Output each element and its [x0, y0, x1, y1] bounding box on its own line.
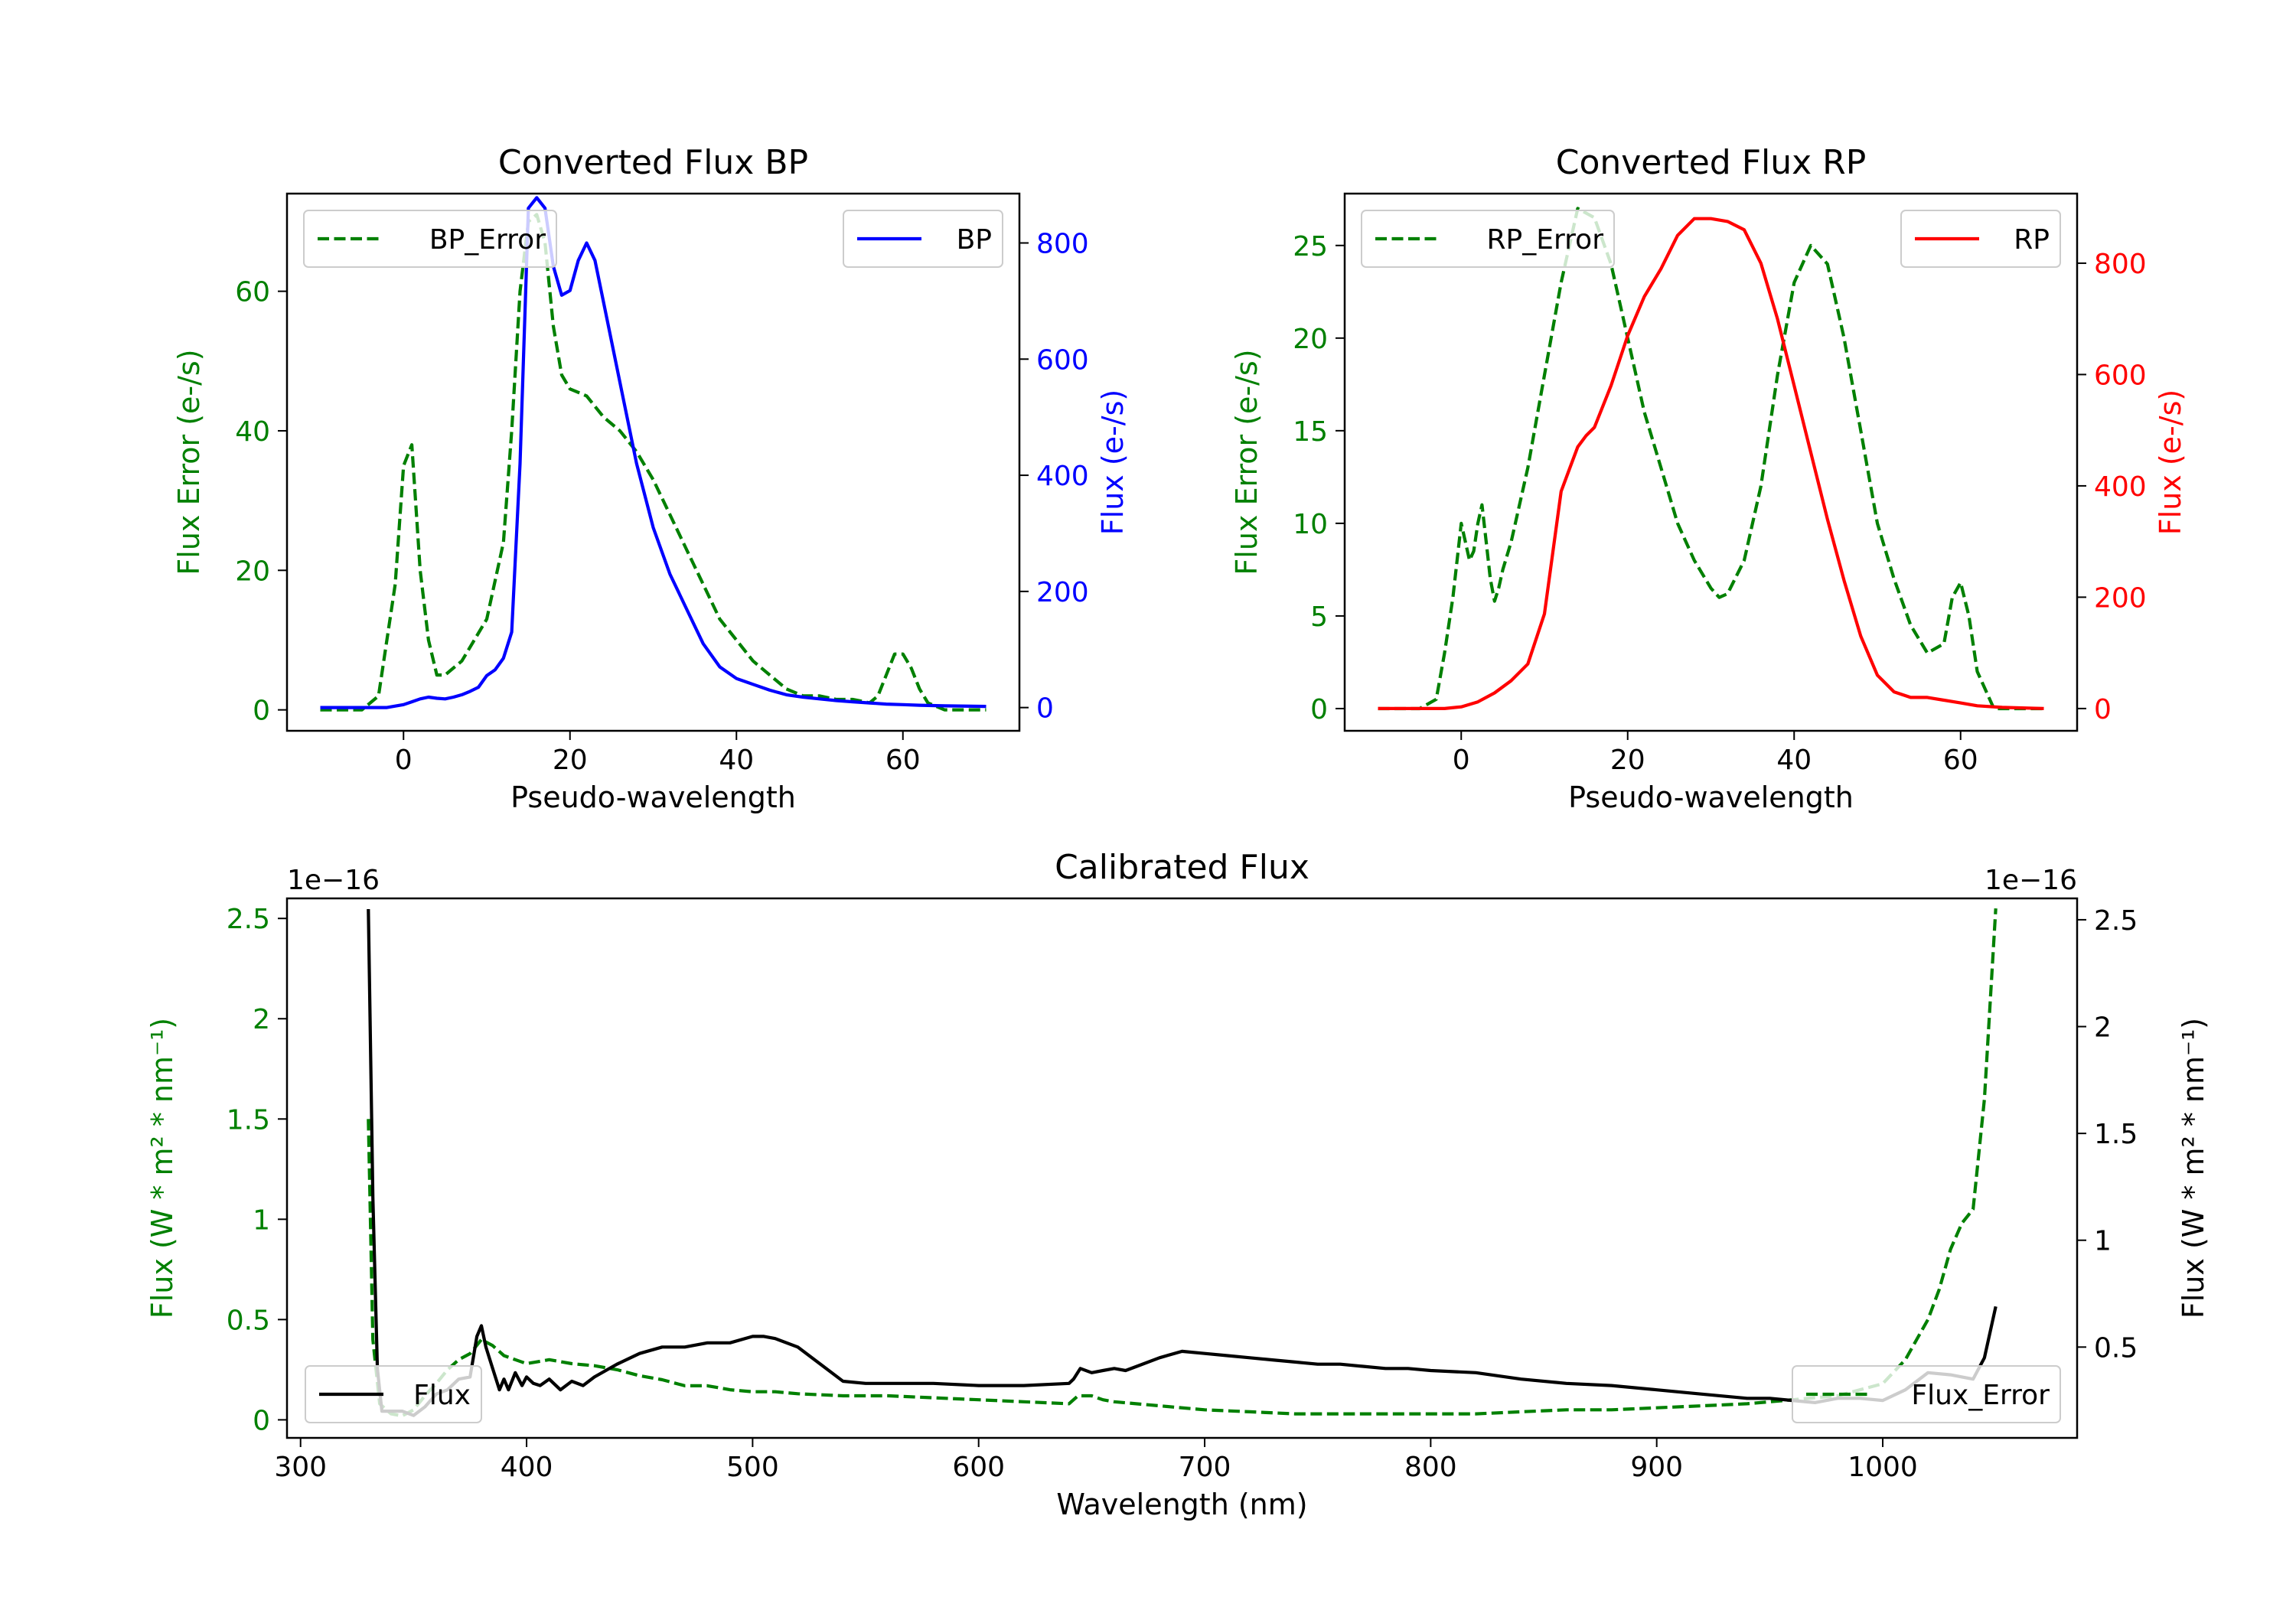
x-tick-label: 800 — [1404, 1452, 1457, 1483]
chart-title: Calibrated Flux — [1055, 848, 1309, 887]
chart-title: Converted Flux RP — [1556, 143, 1867, 182]
x-axis-label: Wavelength (nm) — [1056, 1488, 1307, 1521]
y-left-tick-label: 2.5 — [227, 904, 270, 935]
x-tick-label: 700 — [1179, 1452, 1231, 1483]
chart-title: Converted Flux BP — [498, 143, 808, 182]
series-line-rp_error — [1378, 207, 2044, 711]
x-tick-label: 40 — [719, 745, 754, 776]
series-line-flux — [367, 908, 1998, 1417]
y-left-tick-label: 0.5 — [227, 1305, 270, 1336]
y-right-tick-label: 800 — [1036, 229, 1089, 260]
y-left-tick-label: 1 — [253, 1204, 270, 1236]
legend-label: RP — [2014, 224, 2050, 256]
x-tick-label: 20 — [553, 745, 588, 776]
y-left-tick-label: 10 — [1293, 509, 1328, 540]
y-left-axis-label: Flux (W * m² * nm⁻¹) — [145, 1018, 179, 1319]
panel-rp: 0 20 40 6005101520250200400600800Converted … — [1230, 143, 2187, 814]
y-right-tick-label: 400 — [2094, 471, 2147, 503]
y-right-tick-label: 600 — [1036, 344, 1089, 376]
y-right-tick-label: 600 — [2094, 360, 2147, 391]
y-left-tick-label: 1.5 — [227, 1104, 270, 1136]
y-right-tick-label: 1 — [2094, 1226, 2112, 1257]
y-left-axis-label: Flux Error (e-/s) — [172, 349, 206, 575]
y-left-tick-label: 60 — [235, 277, 270, 308]
x-tick-label: 900 — [1630, 1452, 1683, 1483]
x-tick-label: 1000 — [1848, 1452, 1918, 1483]
offset-label-right: 1e−16 — [1985, 865, 2077, 896]
legend-label: BP — [957, 224, 992, 256]
y-left-tick-label: 15 — [1293, 416, 1328, 448]
panel-calibrated: 300 400 500 600 700 800 900 1000 0 0.5 1 1.5 2 2.5 0.5… — [145, 848, 2210, 1521]
y-left-tick-label: 20 — [235, 556, 270, 587]
y-left-tick-label: 0 — [1310, 694, 1328, 725]
x-axis-label: Pseudo-wavelength — [1568, 781, 1854, 814]
legend-label: BP_Error — [429, 224, 546, 256]
legend-frame — [303, 210, 557, 268]
x-tick-label: 500 — [726, 1452, 779, 1483]
y-right-tick-label: 2.5 — [2094, 905, 2138, 937]
y-right-tick-label: 400 — [1036, 461, 1089, 492]
x-tick-label: 60 — [1943, 745, 1978, 776]
legend-frame — [1792, 1365, 2061, 1423]
offset-label-left: 1e−16 — [287, 865, 380, 896]
axes-frame — [285, 192, 1021, 732]
y-right-tick-label: 200 — [1036, 577, 1089, 608]
series-line-bp — [320, 196, 987, 709]
y-right-tick-label: 2 — [2094, 1012, 2112, 1044]
series-line-bp_error — [320, 213, 987, 712]
x-tick-label: 600 — [952, 1452, 1005, 1483]
legend-rp: RP — [1900, 210, 2061, 268]
y-left-tick-label: 2 — [253, 1004, 270, 1035]
x-tick-label: 40 — [1776, 745, 1812, 776]
legend-rp_error: RP_Error — [1361, 210, 1615, 268]
legend-label: Flux_Error — [1911, 1380, 2050, 1411]
y-right-tick-label: 200 — [2094, 582, 2147, 614]
y-left-tick-label: 25 — [1293, 231, 1328, 262]
legend-frame — [1361, 210, 1615, 268]
legend-bp: BP — [843, 210, 1003, 268]
x-tick-label: 20 — [1610, 745, 1645, 776]
y-right-tick-label: 0 — [2094, 694, 2112, 725]
x-tick-label: 400 — [501, 1452, 553, 1483]
y-left-tick-label: 0 — [253, 696, 270, 727]
x-tick-label: 0 — [1453, 745, 1470, 776]
y-right-tick-label: 0.5 — [2094, 1332, 2138, 1364]
legend-label: Flux — [413, 1380, 471, 1411]
y-left-tick-label: 0 — [253, 1405, 270, 1436]
axes-frame — [1343, 192, 2079, 732]
y-left-axis-label: Flux Error (e-/s) — [1230, 349, 1264, 575]
legend-flux-error: Flux_Error — [1792, 1365, 2061, 1423]
series-line-flux_error — [367, 908, 1998, 1418]
y-right-axis-label: Flux (e-/s) — [1096, 390, 1130, 535]
y-right-axis-label: Flux (W * m² * nm⁻¹) — [2177, 1018, 2210, 1319]
x-tick-label: 300 — [274, 1452, 327, 1483]
legend-frame — [1900, 210, 2061, 268]
y-left-tick-label: 5 — [1310, 601, 1328, 633]
legend-flux: Flux — [305, 1365, 482, 1423]
y-right-tick-label: 1.5 — [2094, 1119, 2138, 1150]
series-line-rp — [1378, 217, 2044, 711]
y-left-tick-label: 20 — [1293, 324, 1328, 355]
y-right-tick-label: 0 — [1036, 693, 1054, 725]
y-right-tick-label: 800 — [2094, 249, 2147, 280]
x-tick-label: 60 — [885, 745, 921, 776]
legend-frame — [843, 210, 1003, 268]
y-left-tick-label: 40 — [235, 416, 270, 448]
x-tick-label: 0 — [395, 745, 413, 776]
axes-frame — [285, 897, 2079, 1439]
y-right-axis-label: Flux (e-/s) — [2154, 390, 2187, 535]
legend-frame — [305, 1365, 482, 1423]
legend-bp_error: BP_Error — [303, 210, 557, 268]
x-axis-label: Pseudo-wavelength — [510, 781, 796, 814]
legend-label: RP_Error — [1487, 224, 1604, 256]
